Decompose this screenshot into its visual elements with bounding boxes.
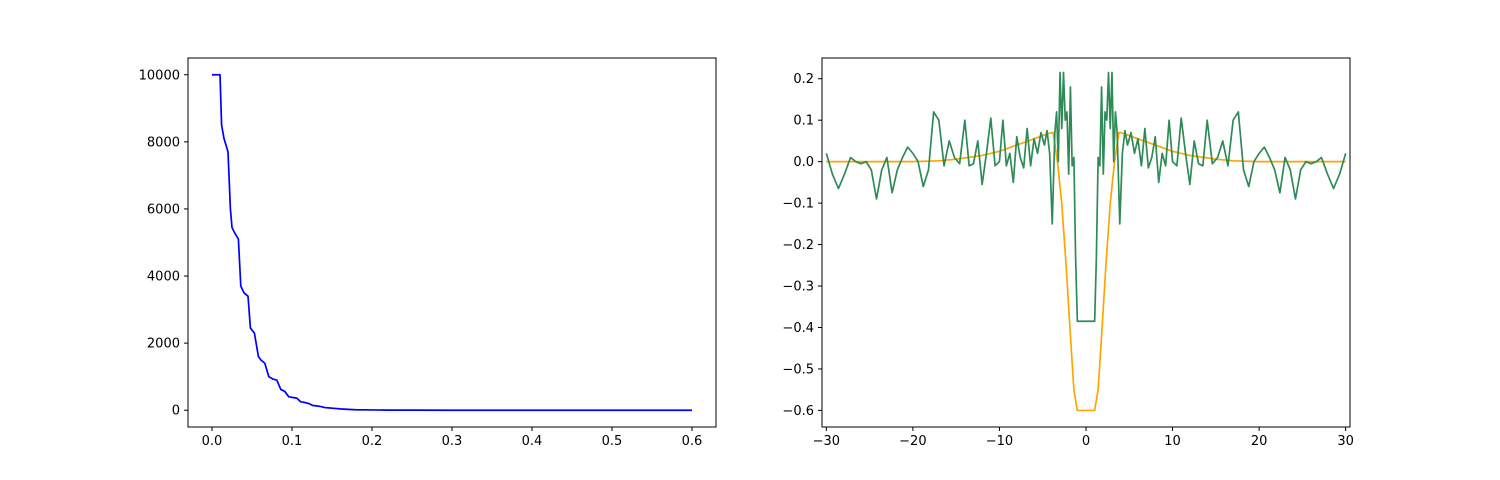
profile-x-tick-label: 10 — [1164, 434, 1181, 449]
decay-x-tick-label: 0.6 — [682, 434, 703, 449]
decay-x-tick-label: 0.1 — [282, 434, 303, 449]
profile-series-line-1 — [825, 71, 1347, 323]
profile-y-tick-label: −0.2 — [782, 238, 814, 253]
profile-x-tick-label: 0 — [1082, 434, 1090, 449]
decay-x-tick-label: 0.0 — [202, 434, 223, 449]
profile-y-tick-label: −0.4 — [782, 321, 814, 336]
profile-y-tick-label: 0.0 — [793, 155, 814, 170]
profile-y-tick-label: −0.5 — [782, 362, 814, 377]
profile-y-tick-label: −0.1 — [782, 197, 814, 212]
profile-x-tick-label: −10 — [986, 434, 1013, 449]
profile-x-tick-label: −30 — [813, 434, 840, 449]
decay-x-tick-label: 0.2 — [362, 434, 383, 449]
profile-y-tick-label: 0.1 — [793, 114, 814, 129]
decay-y-tick-label: 4000 — [147, 270, 180, 285]
decay-y-tick-label: 0 — [172, 404, 180, 419]
profile-x-tick-label: 30 — [1337, 434, 1354, 449]
decay-y-tick-label: 6000 — [147, 202, 180, 217]
decay-x-tick-label: 0.3 — [442, 434, 463, 449]
decay-y-tick-label: 2000 — [147, 337, 180, 352]
decay-x-tick-label: 0.5 — [602, 434, 623, 449]
profile-y-tick-label: 0.2 — [793, 72, 814, 87]
decay-y-tick-label: 8000 — [147, 135, 180, 150]
decay-series-line-0 — [212, 73, 692, 412]
profile-series-line-0 — [826, 131, 1346, 412]
profile-y-tick-label: −0.3 — [782, 280, 814, 295]
profile-line-plot: −30 −20 −10 0 10 20 30 −0.6 −0.5 −0.4 −0.3 −0.2 −0.1… — [782, 57, 1354, 449]
profile-x-tick-label: 20 — [1251, 434, 1268, 449]
decay-y-tick-label: 10000 — [139, 68, 180, 83]
decay-x-tick-label: 0.4 — [522, 434, 543, 449]
decay-line-plot: 0.0 0.1 0.2 0.3 0.4 0.5 0.6 0 2000 4000 6000 8000 10… — [139, 57, 717, 449]
profile-x-tick-label: −20 — [899, 434, 926, 449]
profile-y-tick-label: −0.6 — [782, 404, 814, 419]
